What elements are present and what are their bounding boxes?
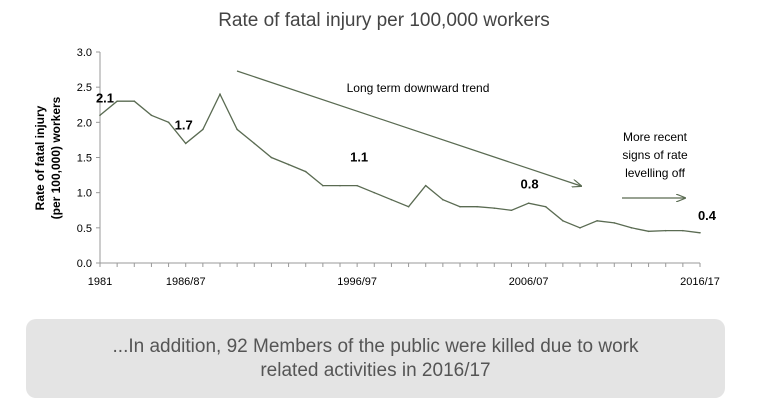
data-point: [322, 184, 324, 187]
y-tick-label: 0.0: [77, 258, 92, 270]
x-tick-label: 1981: [88, 276, 112, 288]
x-tick-label: 2006/07: [509, 276, 549, 288]
y-tick-label: 1.0: [77, 188, 92, 200]
data-point: [373, 191, 376, 194]
y-tick-label: 1.5: [77, 153, 92, 165]
footer-note: ...In addition, 92 Members of the public…: [112, 335, 639, 381]
data-point: [544, 205, 547, 208]
data-point: [647, 230, 650, 233]
data-point: [664, 229, 667, 232]
data-point: [150, 114, 153, 117]
y-axis-label: (per 100,000) workers: [49, 96, 63, 219]
data-point: [699, 231, 701, 234]
y-tick-label: 0.5: [77, 223, 92, 235]
data-point: [424, 184, 427, 187]
data-point: [356, 184, 358, 187]
data-point: [442, 198, 444, 201]
data-point: [407, 205, 410, 208]
footer-note-box: ...In addition, 92 Members of the public…: [26, 319, 725, 398]
annotation-text: Long term downward trend: [347, 81, 490, 95]
series-line: [99, 92, 701, 234]
data-point: [613, 222, 616, 224]
data-point: [510, 209, 513, 212]
x-tick-label: 1996/97: [337, 276, 377, 288]
data-point: [167, 121, 170, 124]
data-point: [99, 114, 101, 117]
data-point: [304, 170, 307, 173]
data-label: 0.4: [698, 208, 717, 223]
line-chart: Rate of fatal injury (per 100,000) worke…: [33, 47, 720, 288]
data-point: [133, 100, 136, 103]
data-label: 1.7: [175, 117, 193, 132]
data-label: 1.1: [350, 150, 368, 165]
x-tick-label: 1986/87: [166, 276, 206, 288]
data-point: [596, 220, 598, 222]
data-point: [459, 205, 461, 208]
y-tick-label: 2.5: [77, 82, 92, 94]
data-point: [287, 163, 290, 166]
data-point: [253, 142, 256, 145]
data-point: [339, 184, 341, 187]
trend-arrow: [236, 70, 581, 186]
data-point: [236, 128, 238, 131]
data-point: [219, 93, 221, 95]
y-tick-label: 3.0: [77, 47, 92, 59]
data-point: [270, 156, 273, 159]
data-point: [630, 227, 633, 229]
annotation-text: signs of rate: [622, 148, 688, 162]
y-tick-label: 2.0: [77, 117, 92, 129]
data-point: [579, 227, 581, 229]
data-point: [562, 220, 564, 222]
chart-title: Rate of fatal injury per 100,000 workers: [218, 10, 550, 31]
data-point: [682, 229, 684, 232]
data-label: 0.8: [521, 177, 539, 192]
data-point: [390, 198, 393, 201]
data-point: [116, 100, 118, 103]
data-label: 2.1: [96, 90, 114, 105]
data-point: [184, 142, 187, 145]
annotation-text: More recent: [623, 130, 688, 144]
y-axis-label: Rate of fatal injury: [33, 105, 47, 210]
data-point: [493, 207, 496, 209]
data-point: [202, 128, 204, 131]
x-tick-label: 2016/17: [680, 276, 720, 288]
data-point: [527, 202, 530, 205]
annotation-text: levelling off: [625, 166, 685, 180]
data-point: [476, 205, 478, 208]
